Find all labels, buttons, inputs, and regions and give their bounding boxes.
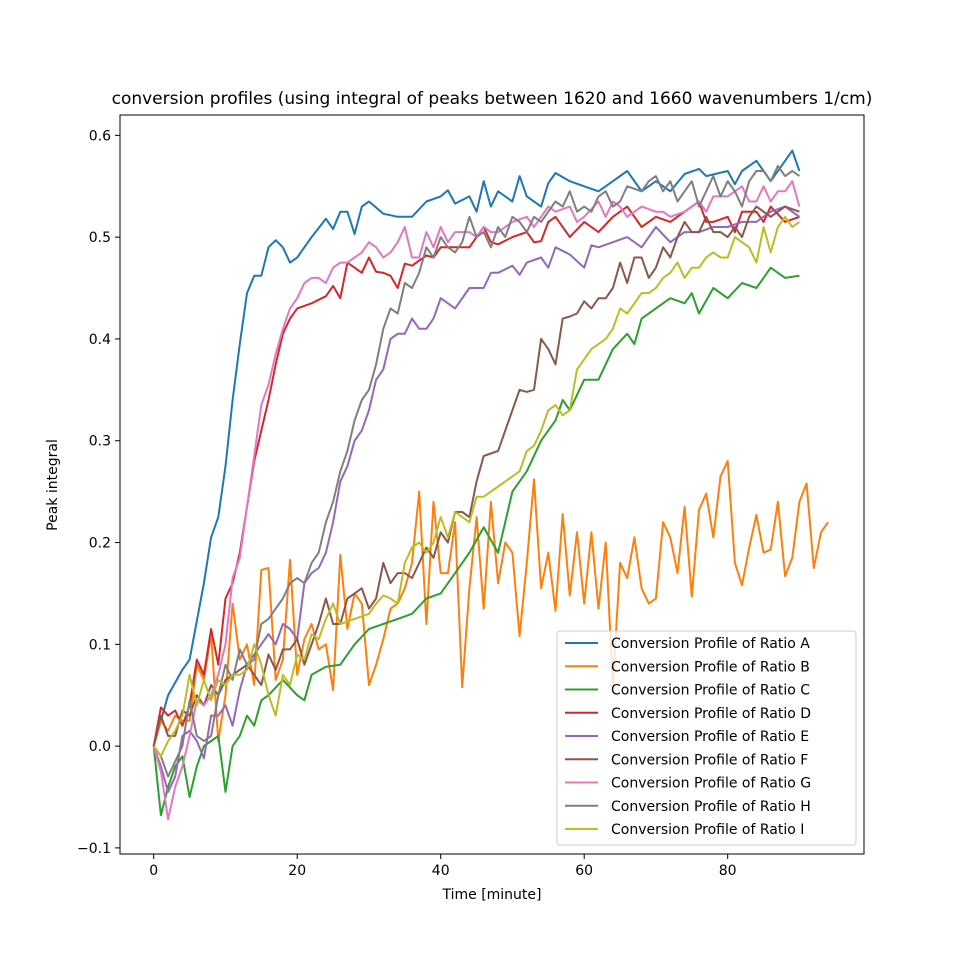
legend-label-ratio-b: Conversion Profile of Ratio B bbox=[611, 659, 810, 675]
series-layer bbox=[152, 149, 829, 821]
x-tick-label: 60 bbox=[575, 863, 593, 879]
plot-area-frame bbox=[119, 114, 865, 855]
y-tick-label: 0.0 bbox=[89, 739, 111, 755]
legend-label-ratio-h: Conversion Profile of Ratio H bbox=[611, 799, 811, 815]
legend-label-ratio-i: Conversion Profile of Ratio I bbox=[611, 822, 804, 838]
y-axis-label: Peak integral bbox=[45, 439, 61, 531]
x-tick-label: 40 bbox=[432, 863, 450, 879]
chart-title: conversion profiles (using integral of p… bbox=[112, 89, 873, 109]
legend-label-ratio-d: Conversion Profile of Ratio D bbox=[611, 706, 811, 722]
x-tick-label: 0 bbox=[149, 863, 158, 879]
series-line-ratio-i bbox=[152, 215, 800, 758]
y-tick-label: 0.1 bbox=[89, 637, 111, 653]
y-tick-label: 0.5 bbox=[89, 230, 111, 246]
series-line-ratio-f bbox=[152, 205, 800, 747]
series-line-ratio-c bbox=[152, 266, 800, 817]
y-tick-label: 0.2 bbox=[89, 536, 111, 552]
x-axis: 0 20 40 60 80 bbox=[149, 854, 737, 879]
y-axis: −0.1 0.0 0.1 0.2 0.3 0.4 0.5 0.6 bbox=[77, 128, 120, 857]
series-line-ratio-b bbox=[152, 460, 829, 747]
legend-label-ratio-e: Conversion Profile of Ratio E bbox=[611, 729, 809, 745]
y-tick-label: −0.1 bbox=[77, 841, 111, 857]
legend-label-ratio-c: Conversion Profile of Ratio C bbox=[611, 683, 810, 699]
x-axis-label: Time [minute] bbox=[441, 887, 541, 903]
legend: Conversion Profile of Ratio A Conversion … bbox=[556, 630, 857, 846]
y-tick-label: 0.3 bbox=[89, 434, 111, 450]
series-line-ratio-g bbox=[152, 180, 801, 821]
series-line-ratio-a bbox=[152, 149, 801, 747]
legend-label-ratio-a: Conversion Profile of Ratio A bbox=[611, 636, 810, 652]
series-line-ratio-h bbox=[152, 164, 800, 778]
y-tick-label: 0.6 bbox=[89, 128, 111, 144]
x-tick-label: 80 bbox=[719, 863, 737, 879]
series-line-ratio-e bbox=[152, 205, 800, 793]
x-tick-label: 20 bbox=[288, 863, 306, 879]
legend-label-ratio-g: Conversion Profile of Ratio G bbox=[611, 776, 811, 792]
legend-label-ratio-f: Conversion Profile of Ratio F bbox=[611, 752, 808, 768]
legend-box bbox=[556, 630, 857, 846]
y-tick-label: 0.4 bbox=[89, 332, 111, 348]
